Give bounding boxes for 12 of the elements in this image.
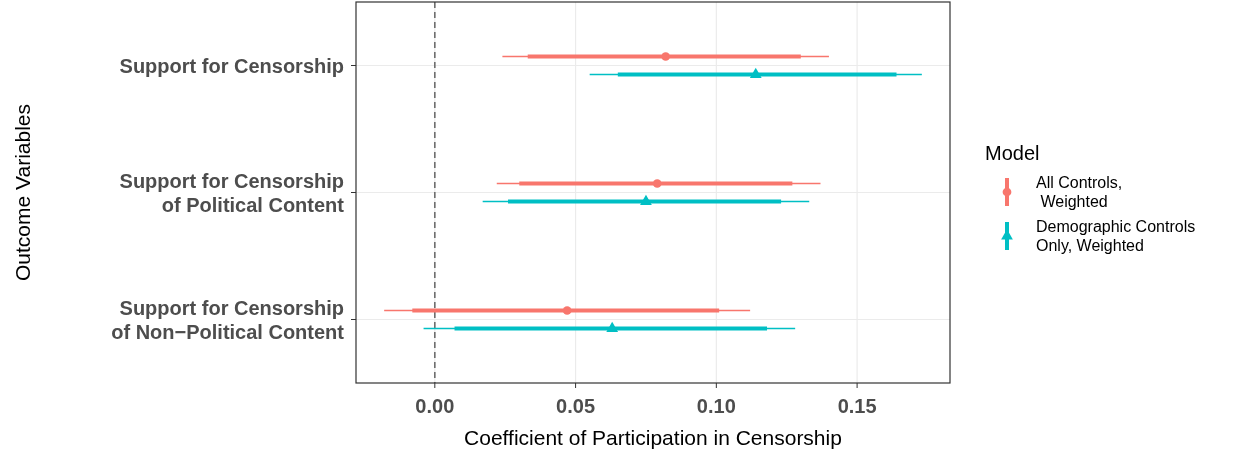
x-tick-label: 0.05 bbox=[556, 395, 596, 417]
legend-label: Demographic Controls Only, Weighted bbox=[1036, 218, 1196, 254]
x-tick-label: 0.10 bbox=[696, 395, 736, 417]
legend-label: All Controls, Weighted bbox=[1036, 174, 1123, 210]
x-tick-label: 0.15 bbox=[837, 395, 877, 417]
y-tick-label: Support for Censorship of Non−Political Content bbox=[111, 296, 345, 343]
y-tick-label: Support for Censorship bbox=[119, 54, 344, 77]
y-tick-label: Support for Censorship of Political Content bbox=[119, 169, 345, 216]
x-axis-title: Coefficient of Participation in Censorship bbox=[464, 426, 842, 449]
legend-title: Model bbox=[985, 142, 1040, 164]
x-tick-label: 0.00 bbox=[415, 395, 455, 417]
y-axis-title: Outcome Variables bbox=[11, 103, 34, 282]
